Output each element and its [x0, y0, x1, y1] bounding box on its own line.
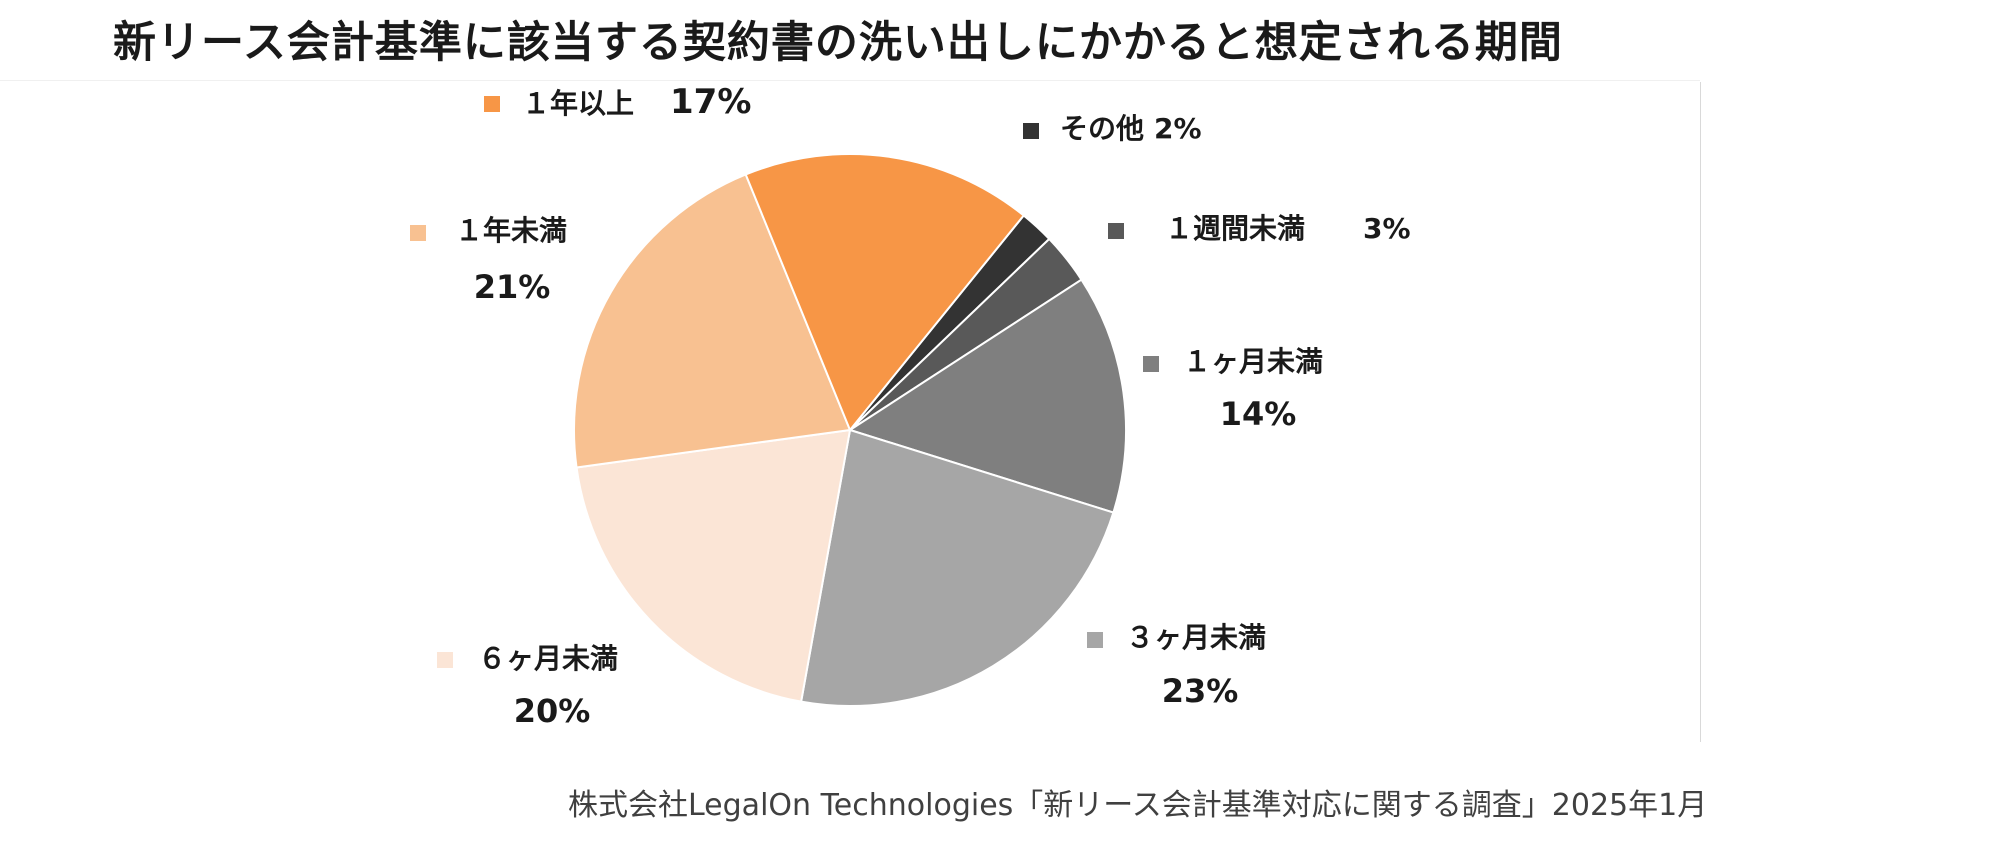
slice-value-label: 20%	[514, 692, 591, 730]
pie-slice-3	[847, 278, 1127, 514]
legend-swatch-3	[1143, 356, 1159, 372]
slice-category-label: その他	[1060, 112, 1144, 145]
slice-value-label: 3%	[1363, 212, 1411, 245]
slice-value-label: 2%	[1154, 112, 1202, 145]
legend-swatch-5	[437, 652, 453, 668]
source-caption: 株式会社LegalOn Technologies「新リース会計基準対応に関する調…	[568, 788, 1708, 823]
legend-swatch-1	[1023, 123, 1039, 139]
slice-category-label: ６ヶ月未満	[478, 642, 618, 675]
legend-swatch-2	[1108, 223, 1124, 239]
title-divider	[0, 80, 1700, 81]
legend-swatch-4	[1087, 632, 1103, 648]
slice-category-label: ３ヶ月未満	[1126, 621, 1266, 654]
slice-value-label: 23%	[1162, 672, 1239, 710]
slice-value-label: 14%	[1220, 395, 1297, 433]
pie-slice-5	[575, 428, 852, 703]
pie-slice-7	[744, 153, 1026, 432]
slice-value-label: 17%	[670, 82, 751, 122]
pie-slice-4	[799, 428, 1115, 707]
chart-area-border	[1700, 82, 1701, 742]
slice-value-label: 21%	[474, 268, 551, 306]
slice-category-label: １週間未満	[1165, 212, 1305, 245]
slice-category-label: １年未満	[455, 214, 567, 247]
slice-category-label: １ヶ月未満	[1183, 345, 1323, 378]
legend-swatch-7	[484, 96, 500, 112]
chart-title: 新リース会計基準に該当する契約書の洗い出しにかかると想定される期間	[113, 18, 1563, 68]
slice-category-label: １年以上	[522, 87, 634, 120]
legend-swatch-6	[410, 225, 426, 241]
pie-slice-6	[573, 173, 852, 469]
